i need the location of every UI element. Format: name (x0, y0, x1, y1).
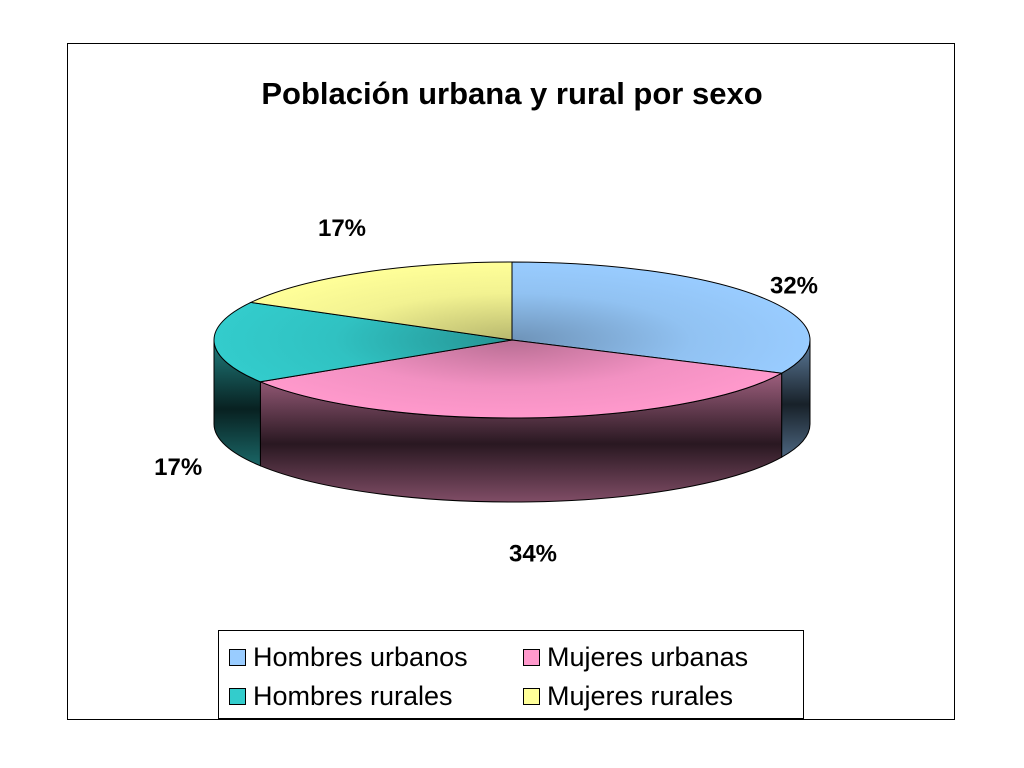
legend-swatch-hombres-urbanos (229, 649, 246, 666)
pie-slice-mujeres-urbanas (258, 339, 784, 419)
data-label-hombres-rurales: 17% (154, 454, 202, 481)
data-labels-group: 32% 34% 17% 17% (154, 215, 818, 568)
pie-slices-group (213, 261, 811, 503)
data-label-hombres-urbanos: 32% (770, 273, 818, 300)
pie-slice-hombres-urbanos (511, 261, 811, 374)
data-label-mujeres-urbanas: 34% (509, 541, 557, 568)
legend-item-mujeres-rurales: Mujeres rurales (523, 681, 733, 712)
chart-title: Población urbana y rural por sexo (261, 76, 762, 111)
legend-label-mujeres-rurales: Mujeres rurales (547, 681, 734, 711)
legend-swatch-mujeres-urbanas (523, 649, 540, 666)
legend-label-hombres-urbanos: Hombres urbanos (253, 642, 468, 672)
legend-swatch-hombres-rurales (229, 688, 246, 705)
chart-legend: Hombres urbanos Mujeres urbanas Hombres … (218, 630, 804, 719)
pie-slice-hombres-rurales (213, 301, 513, 383)
legend-item-hombres-rurales: Hombres rurales (229, 681, 453, 712)
legend-item-hombres-urbanos: Hombres urbanos (229, 642, 468, 673)
pie-slice-mujeres-rurales (249, 261, 513, 341)
data-label-mujeres-rurales: 17% (318, 215, 366, 242)
legend-swatch-mujeres-rurales (523, 688, 540, 705)
legend-item-mujeres-urbanas: Mujeres urbanas (523, 642, 748, 673)
legend-label-mujeres-urbanas: Mujeres urbanas (547, 642, 749, 672)
legend-label-hombres-rurales: Hombres rurales (253, 681, 453, 711)
